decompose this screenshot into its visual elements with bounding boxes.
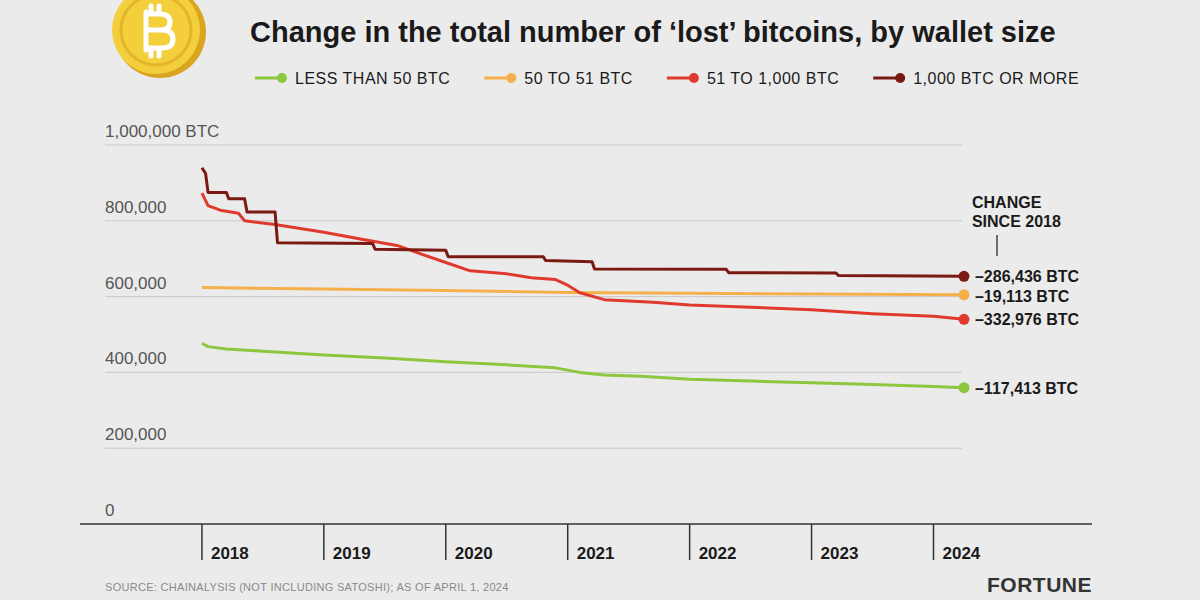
grid-line	[105, 372, 962, 373]
end-marker	[958, 271, 969, 282]
coin-ring	[121, 0, 191, 65]
x-tick	[323, 524, 325, 560]
x-tick	[811, 524, 813, 560]
legend-item: LESS THAN 50 BTC	[255, 70, 450, 87]
y-tick-label: 0	[105, 501, 114, 520]
annotation: CHANGE SINCE 2018	[967, 194, 1060, 230]
credit: FORTUNE	[987, 573, 1092, 596]
legend-label: 50 TO 51 BTC	[524, 70, 633, 87]
title: Change in the total number of ‘lost’ bit…	[250, 16, 1056, 48]
x-tick	[201, 524, 203, 560]
background	[0, 0, 1200, 600]
plot-area	[202, 168, 970, 393]
x-tick-label: 2024	[942, 544, 980, 563]
chart: Change in the total number of ‘lost’ bit…	[0, 0, 1200, 600]
source: SOURCE: CHAINALYSIS (NOT INCLUDING SATOS…	[105, 581, 509, 593]
series-line	[202, 343, 964, 388]
x-tick	[567, 524, 569, 560]
y-tick-label: 800,000	[105, 198, 166, 217]
legend-label: 51 TO 1,000 BTC	[707, 70, 839, 87]
y-tick-label: 1,000,000 BTC	[105, 122, 219, 141]
legend-marker	[506, 73, 516, 83]
end-label: –19,113 BTC	[975, 288, 1070, 305]
x-tick-label: 2019	[333, 544, 371, 563]
legend-item: 50 TO 51 BTC	[484, 70, 633, 87]
end-marker	[958, 314, 969, 325]
end-label: –117,413 BTC	[975, 380, 1079, 397]
annotation-leader	[996, 235, 997, 256]
x-tick-label: 2021	[577, 544, 615, 563]
series-line	[202, 193, 964, 319]
coin-icon	[112, 0, 206, 78]
legend-marker	[689, 73, 699, 83]
grid-line	[105, 220, 962, 221]
coin-symbol	[146, 6, 173, 56]
legend-item: 1,000 BTC OR MORE	[873, 70, 1079, 87]
x-tick	[933, 524, 935, 560]
end-marker	[958, 289, 969, 300]
legend-label: 1,000 BTC OR MORE	[913, 70, 1079, 87]
legend-item: 51 TO 1,000 BTC	[667, 70, 839, 87]
x-tick	[689, 524, 691, 560]
x-tick	[445, 524, 447, 560]
grid-line	[105, 145, 962, 146]
x-axis	[80, 523, 1092, 525]
y-tick-label: 200,000	[105, 425, 166, 444]
x-tick-label: 2022	[699, 544, 737, 563]
legend-label: LESS THAN 50 BTC	[295, 70, 450, 87]
grid-line	[105, 296, 962, 297]
y-tick-label: 600,000	[105, 274, 166, 293]
coin-face	[112, 0, 200, 74]
y-tick-label: 400,000	[105, 349, 166, 368]
end-label: –332,976 BTC	[975, 311, 1080, 328]
series-line	[202, 168, 964, 277]
x-tick-label: 2018	[211, 544, 249, 563]
x-tick-label: 2020	[455, 544, 493, 563]
legend-marker	[277, 73, 287, 83]
legend-marker	[895, 73, 905, 83]
end-label: –286,436 BTC	[975, 268, 1080, 285]
end-marker	[958, 382, 969, 393]
x-tick-label: 2023	[821, 544, 859, 563]
grid-line	[105, 448, 962, 449]
